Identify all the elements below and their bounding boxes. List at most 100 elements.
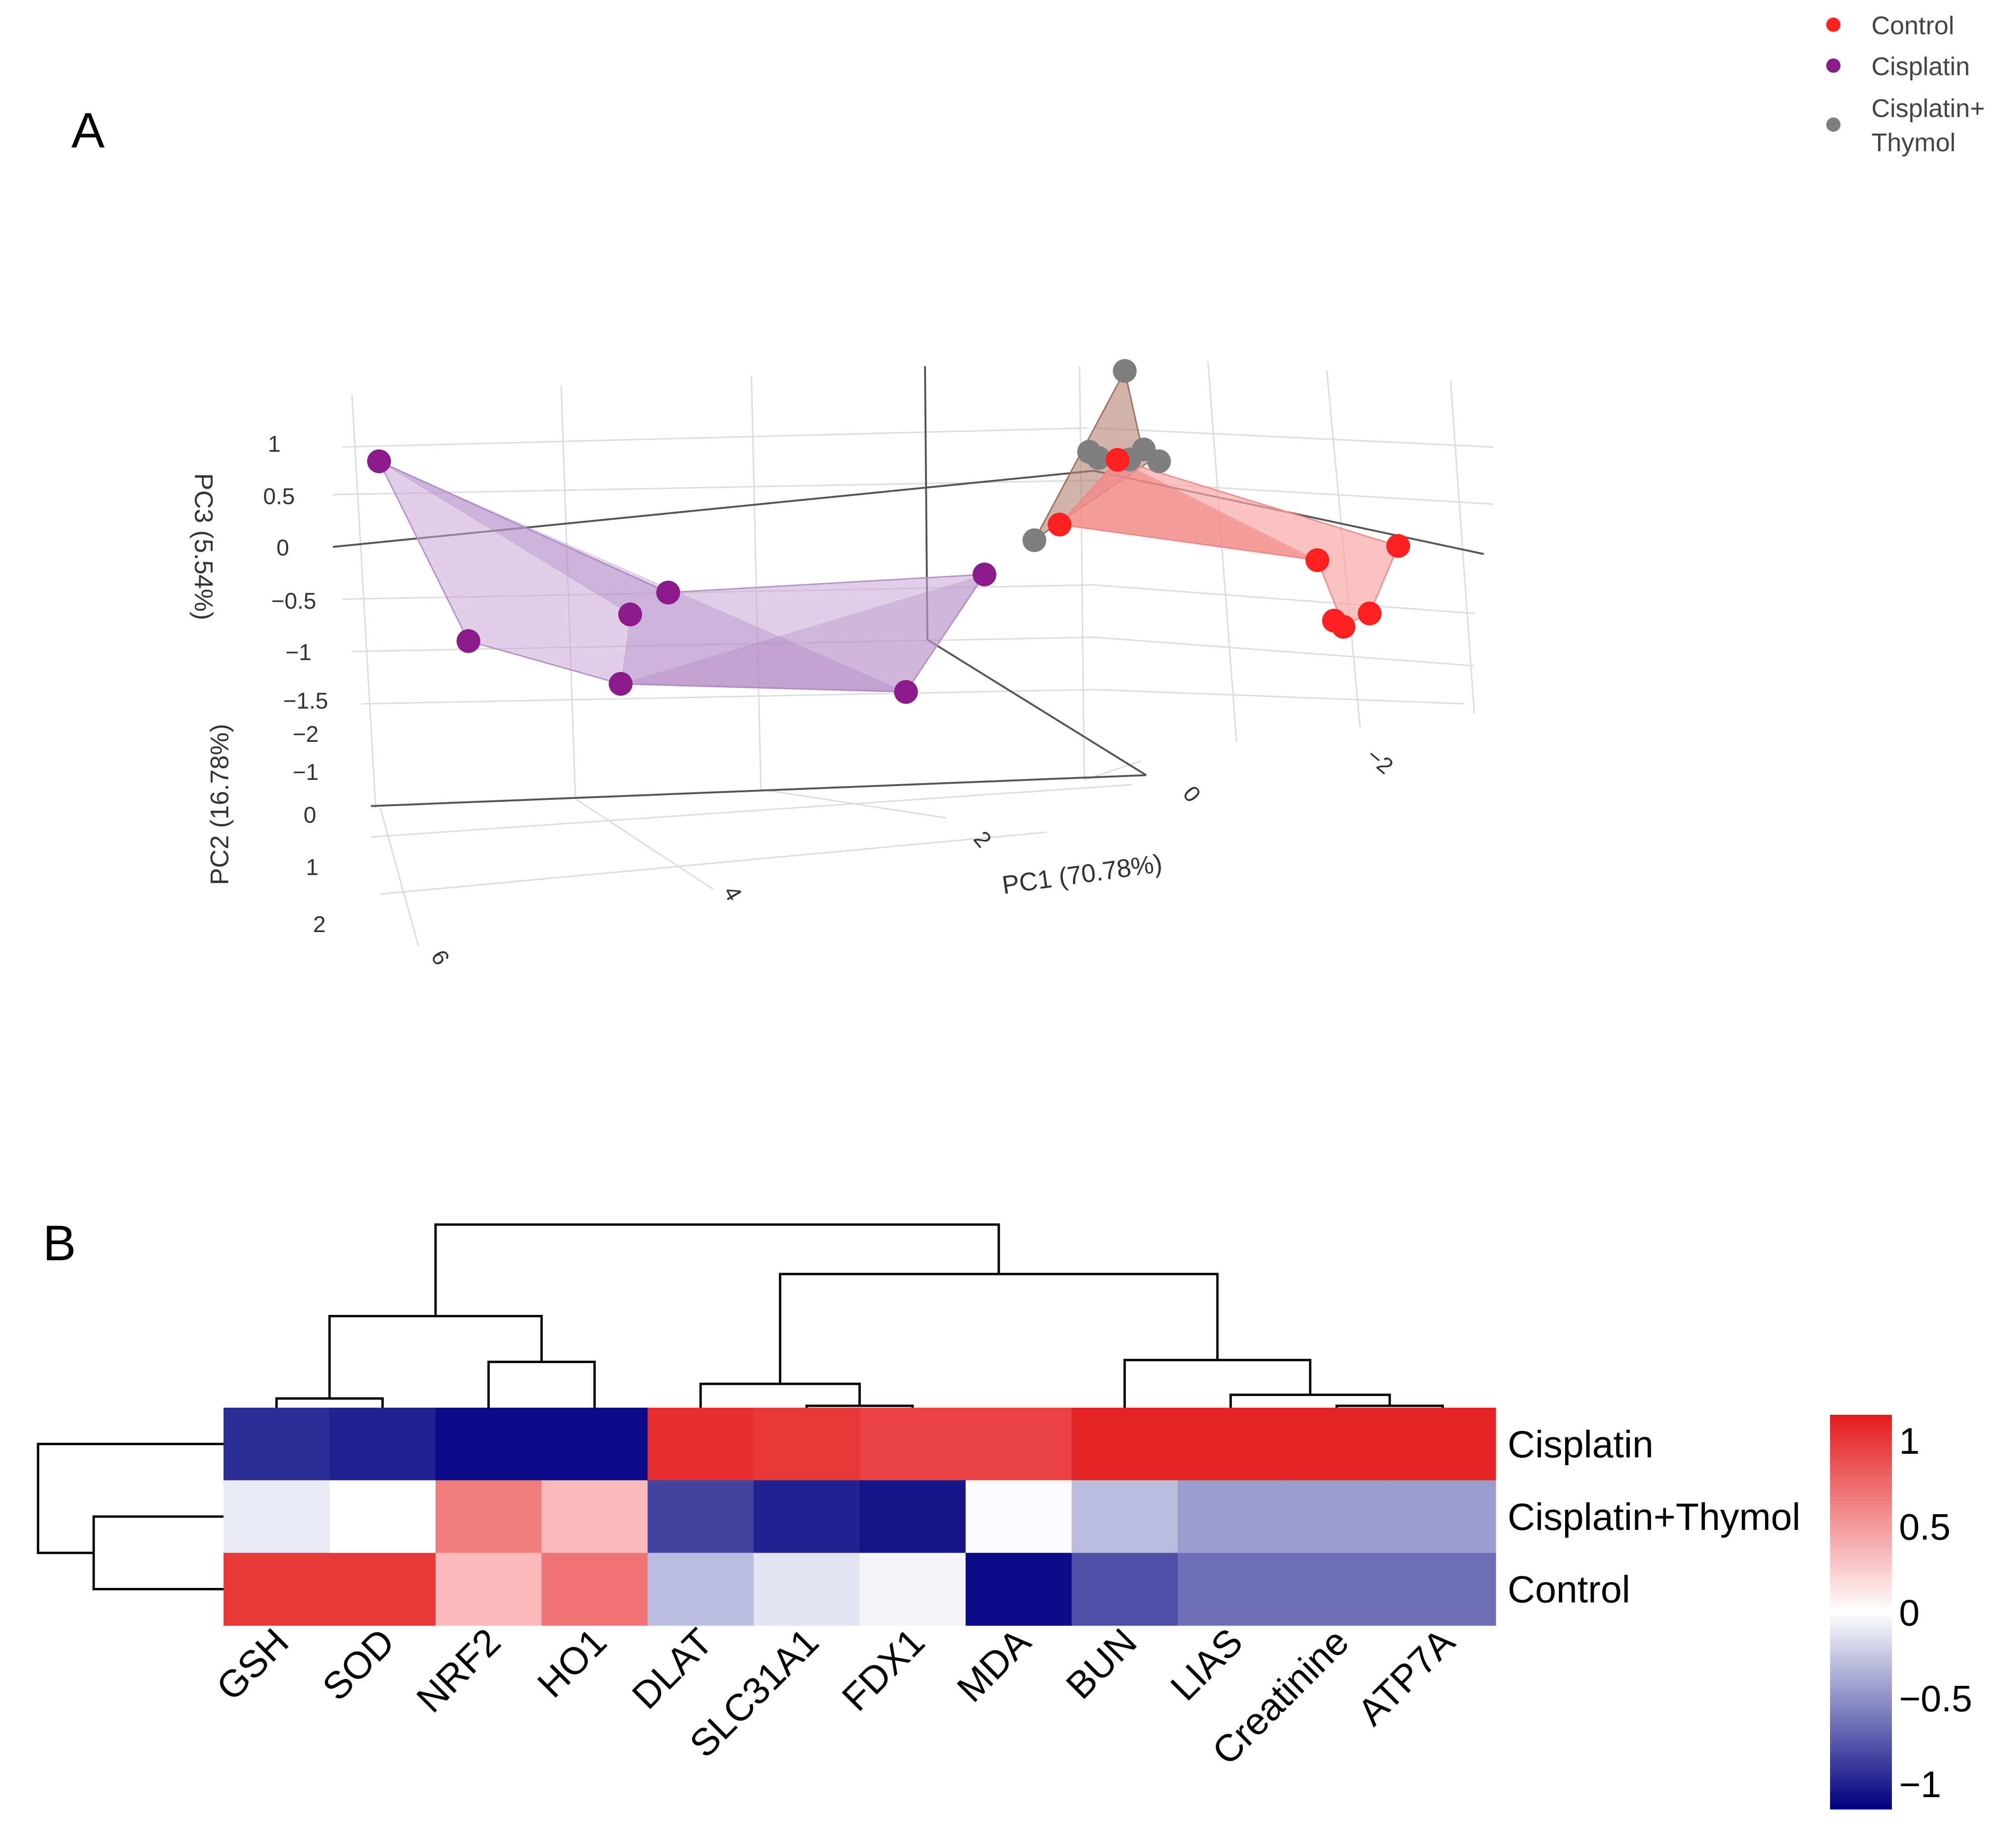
legend-item-control[interactable]: Control	[1826, 11, 1954, 40]
heatmap-cell[interactable]	[435, 1553, 542, 1626]
x-axis-ticks: 6 4 2 0 −2	[426, 743, 1397, 970]
z-tick: −0.5	[271, 589, 316, 614]
heatmap-cell[interactable]	[224, 1553, 330, 1626]
heatmap-cell[interactable]	[965, 1553, 1072, 1626]
dendrogram-branch	[779, 1273, 1219, 1384]
heatmap-cell[interactable]	[435, 1408, 542, 1481]
heatmap-column-label: GSH	[208, 1620, 297, 1709]
y-axis-title: PC2 (16.78%)	[205, 724, 234, 885]
heatmap-cell[interactable]	[1178, 1408, 1284, 1481]
heatmap-cells	[224, 1408, 1496, 1626]
z-tick: 1	[268, 432, 281, 457]
heatmap-cell[interactable]	[647, 1408, 754, 1481]
z-axis-ticks: 1 0.5 0 −0.5 −1 −1.5	[263, 432, 328, 714]
point-control[interactable]	[1106, 448, 1130, 472]
dendrogram-branch	[328, 1315, 543, 1399]
point-thymol[interactable]	[1023, 528, 1046, 552]
dendrogram-branch	[487, 1361, 596, 1408]
legend-marker-thymol	[1826, 117, 1841, 132]
heatmap-row-label: Cisplatin	[1508, 1423, 1654, 1465]
heatmap-cell[interactable]	[329, 1480, 436, 1553]
legend-item-thymol[interactable]: Cisplatin+ Thymol	[1826, 94, 1992, 157]
hull-cisplatin-inner	[379, 461, 906, 692]
colorbar-gradient	[1830, 1415, 1892, 1810]
z-axis-title: PC3 (5.54%)	[189, 473, 218, 620]
y-tick: 1	[306, 855, 319, 880]
heatmap-cell[interactable]	[1178, 1480, 1284, 1553]
y-tick: 0	[303, 803, 316, 828]
pca-hulls	[377, 369, 1400, 693]
heatmap-cell[interactable]	[1071, 1553, 1178, 1626]
heatmap-column-label: HO1	[529, 1620, 614, 1705]
heatmap-cell[interactable]	[1390, 1553, 1496, 1626]
heatmap-cell[interactable]	[329, 1553, 436, 1626]
column-dendrogram	[275, 1223, 1444, 1408]
point-cisplatin[interactable]	[367, 449, 391, 473]
point-control[interactable]	[1305, 548, 1329, 572]
heatmap-cell[interactable]	[965, 1408, 1072, 1481]
point-thymol[interactable]	[1147, 449, 1171, 473]
heatmap-column-label: BUN	[1058, 1620, 1144, 1707]
dendrogram-branch	[1335, 1404, 1444, 1408]
point-cisplatin[interactable]	[609, 672, 633, 696]
heatmap-cell[interactable]	[1071, 1480, 1178, 1553]
heatmap-cell[interactable]	[541, 1480, 648, 1553]
heatmap-cell[interactable]	[859, 1480, 966, 1553]
heatmap-cell[interactable]	[1178, 1553, 1284, 1626]
heatmap-column-label: FDX1	[834, 1620, 933, 1719]
heatmap-cell[interactable]	[1390, 1480, 1496, 1553]
point-control[interactable]	[1332, 615, 1355, 639]
heatmap-cell[interactable]	[1071, 1408, 1178, 1481]
heatmap-row-labels: Cisplatin Cisplatin+Thymol Control	[1508, 1423, 1801, 1610]
point-thymol[interactable]	[1113, 359, 1137, 383]
pca-3d-panel: A	[71, 11, 1992, 970]
heatmap-cell[interactable]	[1284, 1480, 1390, 1553]
heatmap-cell[interactable]	[224, 1480, 330, 1553]
heatmap-column-label: LIAS	[1162, 1620, 1251, 1709]
heatmap-column-label: MDA	[949, 1620, 1039, 1710]
heatmap-cell[interactable]	[753, 1553, 860, 1626]
heatmap-cell[interactable]	[753, 1408, 860, 1481]
heatmap-row-label: Control	[1508, 1568, 1630, 1611]
heatmap-cell[interactable]	[1390, 1408, 1496, 1481]
row-dendrogram	[37, 1442, 224, 1591]
heatmap-cell[interactable]	[541, 1553, 648, 1626]
point-control[interactable]	[1386, 534, 1410, 558]
point-cisplatin[interactable]	[457, 629, 480, 653]
point-control[interactable]	[1048, 513, 1071, 536]
point-cisplatin[interactable]	[894, 680, 918, 704]
heatmap-cell[interactable]	[224, 1408, 330, 1481]
heatmap-cell[interactable]	[859, 1408, 966, 1481]
colorbar: 1 0.5 0 −0.5 −1	[1830, 1415, 1972, 1810]
point-thymol[interactable]	[1087, 446, 1110, 470]
heatmap-cell[interactable]	[647, 1553, 754, 1626]
heatmap-cell[interactable]	[435, 1480, 542, 1553]
x-axis-title: PC1 (70.78%)	[1000, 849, 1164, 900]
heatmap-cell[interactable]	[753, 1480, 860, 1553]
hull-control-inner	[1060, 460, 1317, 560]
y-tick: 2	[313, 912, 326, 937]
point-control[interactable]	[1358, 602, 1382, 625]
legend-item-cisplatin[interactable]: Cisplatin	[1826, 52, 1970, 81]
z-tick: 0	[276, 535, 289, 561]
dendrogram-branch	[805, 1404, 914, 1408]
x-tick: −2	[1362, 743, 1398, 779]
heatmap-cell[interactable]	[329, 1408, 436, 1481]
point-cisplatin[interactable]	[618, 603, 642, 626]
panel-label-b: B	[43, 1216, 76, 1271]
legend-label-thymol-line2: Thymol	[1871, 128, 1956, 157]
heatmap-column-label: ATP7A	[1350, 1620, 1463, 1733]
heatmap-cell[interactable]	[965, 1480, 1072, 1553]
heatmap-cell[interactable]	[647, 1480, 754, 1553]
heatmap-cell[interactable]	[1284, 1553, 1390, 1626]
heatmap-cell[interactable]	[541, 1408, 648, 1481]
point-cisplatin[interactable]	[973, 563, 996, 586]
point-cisplatin[interactable]	[656, 581, 680, 604]
heatmap-cell[interactable]	[1284, 1408, 1390, 1481]
legend-marker-cisplatin	[1826, 58, 1841, 73]
heatmap-cell[interactable]	[859, 1553, 966, 1626]
x-tick: 6	[426, 946, 454, 970]
x-tick: 4	[718, 882, 746, 905]
